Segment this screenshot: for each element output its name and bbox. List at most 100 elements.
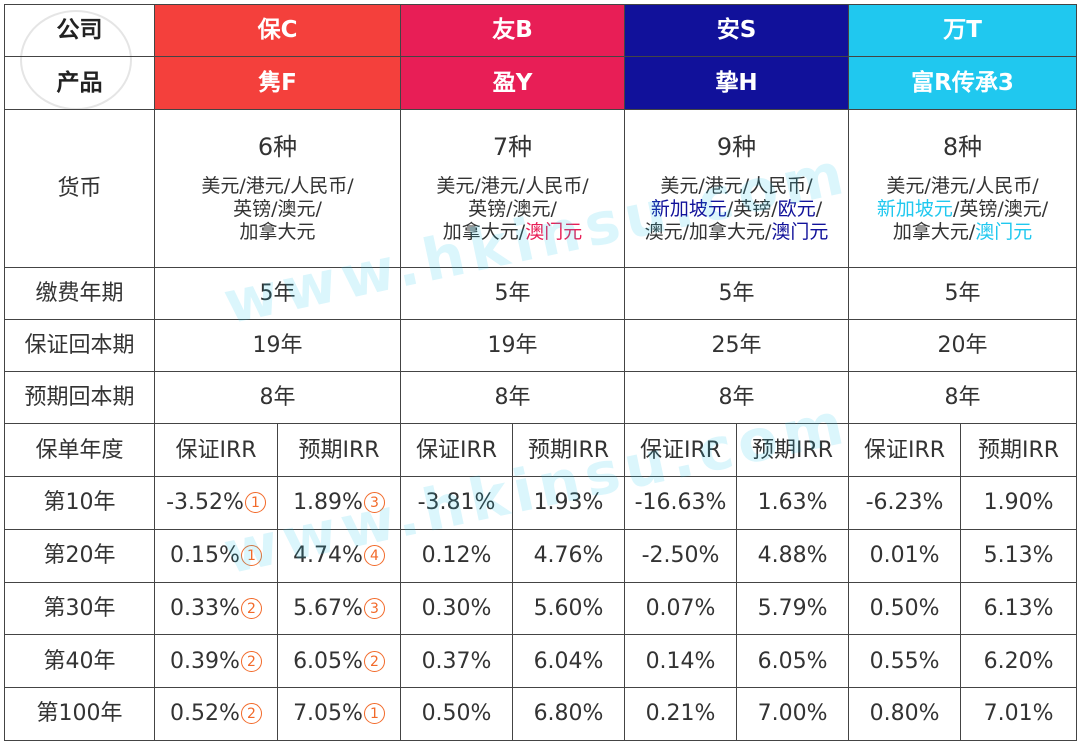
irr-header-cell: 预期IRR <box>276 423 402 478</box>
irr-value: 0.14% <box>645 648 716 674</box>
value-cell: 19年 <box>400 318 626 372</box>
expected-breakeven-row: 预期回本期 8年 8年 8年 8年 <box>4 370 1078 425</box>
irr-header-row: 保单年度 保证IRR 预期IRR 保证IRR 预期IRR 保证IRR 预期IRR 保证IRR 预… <box>4 423 1078 478</box>
currency-cell: 8种美元/港元/人民币/新加坡元/英镑/澳元/加拿大元/澳门元 <box>848 109 1078 268</box>
new-currency-highlight: 新加坡元 <box>650 197 727 220</box>
currency-text: 美元/港元/人民币/ <box>886 175 1039 198</box>
currency-text: 英镑/澳元/ <box>468 197 557 220</box>
value-cell: 8年 <box>400 370 626 425</box>
irr-value: 0.52% <box>170 701 240 727</box>
product-row: 产品 隽F 盈Y 挚H 富R传承3 <box>4 56 1078 111</box>
irr-value: 0.01% <box>869 543 940 569</box>
policy-year-label: 保单年度 <box>4 423 155 478</box>
company-label: 公司 <box>4 3 155 58</box>
rank-circle-icon: 3 <box>363 597 385 619</box>
company-cell: 安S <box>624 3 850 58</box>
irr-row: 第100年 0.52% 2 7.05% 1 0.50% 6.80% 0.21% 7.00% 0.8… <box>4 687 1078 741</box>
currency-list: 美元/港元/人民币/英镑/澳元/加拿大元 <box>155 175 400 243</box>
irr-row: 第30年 0.33% 2 5.67% 3 0.30% 5.60% 0.07% 5.79% 0.50… <box>4 581 1078 636</box>
irr-value: 6.04% <box>533 648 604 674</box>
policy-year-cell: 第30年 <box>4 581 155 636</box>
irr-value: 0.21% <box>645 701 716 727</box>
irr-header-cell: 预期IRR <box>960 423 1078 478</box>
company-row: 公司 保C 友B 安S 万T <box>4 3 1078 58</box>
rank-circle-icon: 2 <box>363 650 385 672</box>
currency-count: 9种 <box>716 132 757 161</box>
irr-cell: 0.01% <box>848 529 962 583</box>
irr-cell: -2.50% <box>624 529 738 583</box>
value-cell: 8年 <box>848 370 1078 425</box>
policy-year-cell: 第100年 <box>4 687 155 741</box>
company-cell: 万T <box>848 3 1078 58</box>
policy-year-cell: 第20年 <box>4 529 155 583</box>
rank-circle-icon: 2 <box>240 650 262 672</box>
irr-cell: 0.33% 2 <box>154 581 278 636</box>
irr-value: 0.07% <box>645 595 716 621</box>
currency-text: 美元/港元/人民币/ <box>201 175 354 198</box>
value-cell: 5年 <box>400 266 626 320</box>
irr-value: 0.50% <box>869 595 940 621</box>
product-cell: 隽F <box>153 56 402 111</box>
rank-circle-icon: 4 <box>363 545 385 567</box>
irr-value: 6.20% <box>983 648 1054 674</box>
value-cell: 8年 <box>153 370 402 425</box>
rank-circle-icon: 2 <box>240 703 262 725</box>
irr-value: 0.39% <box>170 648 240 674</box>
irr-value: 0.55% <box>869 648 940 674</box>
currency-line: 新加坡元/英镑/欧元/ <box>625 198 848 221</box>
irr-value: 4.88% <box>757 543 828 569</box>
currency-list: 美元/港元/人民币/新加坡元/英镑/澳元/加拿大元/澳门元 <box>849 175 1076 243</box>
currency-text: 加拿大元/ <box>442 220 526 243</box>
irr-value: 5.67% <box>293 595 363 621</box>
irr-cell: 0.30% <box>400 581 514 636</box>
irr-cell: -3.81% <box>400 476 514 530</box>
product-cell: 富R传承3 <box>848 56 1078 111</box>
irr-value: 7.05% <box>293 701 363 727</box>
irr-row: 第40年 0.39% 2 6.05% 2 0.37% 6.04% 0.14% 6.05% 0.55… <box>4 634 1078 689</box>
irr-cell: 5.60% <box>512 581 626 636</box>
irr-value: 6.80% <box>533 701 604 727</box>
currency-line: 美元/港元/人民币/ <box>625 175 848 198</box>
currency-text: /英镑/澳元/ <box>952 197 1049 220</box>
irr-cell: 0.12% <box>400 529 514 583</box>
rank-circle-icon: 1 <box>244 492 266 514</box>
currency-line: 加拿大元/澳门元 <box>401 221 624 244</box>
irr-cell: 6.20% <box>960 634 1078 689</box>
irr-cell: 0.14% <box>624 634 738 689</box>
currency-line: 英镑/澳元/ <box>155 198 400 221</box>
irr-value: 0.50% <box>421 701 492 727</box>
irr-value: 6.13% <box>983 595 1054 621</box>
rank-circle-icon: 1 <box>240 545 262 567</box>
irr-value: 4.74% <box>293 543 363 569</box>
value-cell: 19年 <box>153 318 402 372</box>
value-cell: 25年 <box>624 318 850 372</box>
irr-value: 0.12% <box>421 543 492 569</box>
irr-cell: -3.52% 1 <box>154 476 278 530</box>
rank-circle-icon: 1 <box>363 703 385 725</box>
irr-value: -3.52% <box>166 490 244 516</box>
irr-value: 5.60% <box>533 595 604 621</box>
irr-cell: 0.07% <box>624 581 738 636</box>
rank-circle-icon: 2 <box>240 597 262 619</box>
irr-cell: -6.23% <box>848 476 962 530</box>
guaranteed-breakeven-row: 保证回本期 19年 19年 25年 20年 <box>4 318 1078 372</box>
row-label: 缴费年期 <box>4 266 155 320</box>
irr-cell: 0.15% 1 <box>154 529 278 583</box>
new-currency-highlight: 澳门元 <box>975 220 1033 243</box>
currency-line: 美元/港元/人民币/ <box>849 175 1076 198</box>
irr-cell: 4.76% <box>512 529 626 583</box>
irr-cell: 5.79% <box>736 581 850 636</box>
payment-term-row: 缴费年期 5年 5年 5年 5年 <box>4 266 1078 320</box>
irr-cell: 7.01% <box>960 687 1078 741</box>
irr-cell: 5.13% <box>960 529 1078 583</box>
rank-circle-icon: 3 <box>363 492 385 514</box>
irr-header-cell: 保证IRR <box>848 423 962 478</box>
irr-cell: 6.04% <box>512 634 626 689</box>
currency-count: 8种 <box>942 132 983 161</box>
currency-count: 7种 <box>492 132 533 161</box>
irr-value: 0.30% <box>421 595 492 621</box>
policy-year-cell: 第10年 <box>4 476 155 530</box>
irr-header-cell: 预期IRR <box>512 423 626 478</box>
currency-line: 美元/港元/人民币/ <box>155 175 400 198</box>
irr-cell: 4.88% <box>736 529 850 583</box>
